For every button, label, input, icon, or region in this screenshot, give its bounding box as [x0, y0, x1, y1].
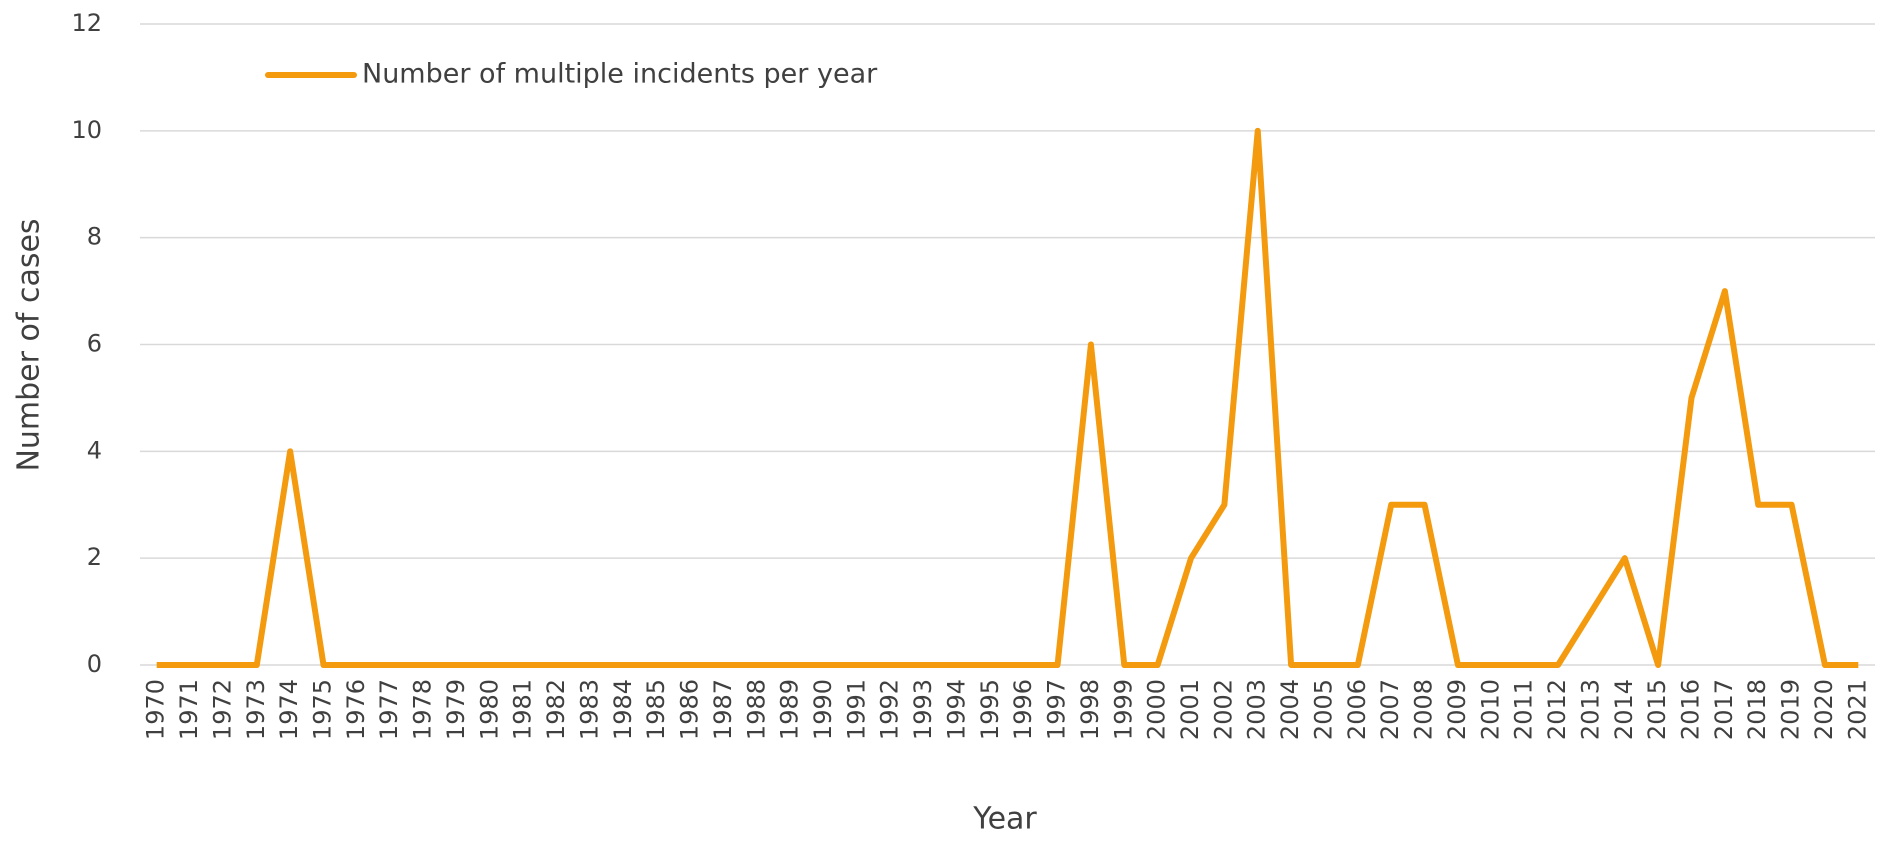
x-tick-label: 2021: [1843, 679, 1871, 740]
x-tick-label: 2018: [1743, 679, 1771, 740]
x-axis-title: Year: [972, 802, 1037, 837]
x-tick-label: 1986: [676, 679, 704, 740]
y-tick-label: 10: [71, 116, 102, 144]
y-tick-label: 12: [71, 9, 102, 37]
x-tick-label: 2014: [1610, 679, 1638, 740]
x-tick-label: 1990: [809, 679, 837, 740]
x-tick-label: 1987: [709, 679, 737, 740]
x-tick-label: 1981: [509, 679, 537, 740]
x-tick-label: 1995: [976, 679, 1004, 740]
y-axis-title: Number of cases: [12, 218, 47, 471]
x-tick-label: 1994: [942, 679, 970, 740]
x-tick-label: 2000: [1143, 679, 1171, 740]
x-tick-label: 2004: [1276, 679, 1304, 740]
x-tick-label: 1999: [1109, 679, 1137, 740]
x-tick-label: 2017: [1710, 679, 1738, 740]
x-tick-label: 1972: [208, 679, 236, 740]
x-tick-label: 1993: [909, 679, 937, 740]
data-line: [156, 127, 1859, 668]
x-tick-label: 1974: [275, 679, 303, 740]
x-tick-label: 1971: [175, 679, 203, 740]
x-tick-label: 2020: [1810, 679, 1838, 740]
x-tick-label: 1976: [342, 679, 370, 740]
x-tick-label: 1970: [142, 679, 170, 740]
x-tick-label: 2016: [1676, 679, 1704, 740]
x-tick-label: 1996: [1009, 679, 1037, 740]
y-tick-label: 4: [87, 436, 102, 464]
y-tick-label: 6: [87, 330, 102, 358]
x-tick-label: 1973: [242, 679, 270, 740]
x-tick-label: 2006: [1343, 679, 1371, 740]
x-tick-label: 1988: [742, 679, 770, 740]
y-tick-label: 0: [87, 650, 102, 678]
x-tick-label: 1975: [309, 679, 337, 740]
x-tick-label: 2015: [1643, 679, 1671, 740]
x-tick-label: 1985: [642, 679, 670, 740]
x-tick-label: 2013: [1576, 679, 1604, 740]
x-tick-label: 1998: [1076, 679, 1104, 740]
x-tick-label: 1983: [575, 679, 603, 740]
x-tick-label: 1979: [442, 679, 470, 740]
x-tick-label: 2011: [1510, 679, 1538, 740]
x-tick-label: 1992: [876, 679, 904, 740]
x-tick-label: 1982: [542, 679, 570, 740]
x-tick-label: 2009: [1443, 679, 1471, 740]
y-tick-label: 2: [87, 543, 102, 571]
legend-label: Number of multiple incidents per year: [362, 59, 878, 90]
x-tick-label: 1991: [842, 679, 870, 740]
x-tick-label: 2012: [1543, 679, 1571, 740]
x-tick-label: 2001: [1176, 679, 1204, 740]
x-tick-label: 2019: [1777, 679, 1805, 740]
x-tick-label: 1977: [375, 679, 403, 740]
x-tick-label: 2002: [1209, 679, 1237, 740]
y-tick-label: 8: [87, 223, 102, 251]
x-tick-label: 2007: [1376, 679, 1404, 740]
x-tick-label: 2010: [1476, 679, 1504, 740]
x-tick-label: 2008: [1410, 679, 1438, 740]
x-tick-label: 1984: [609, 679, 637, 740]
x-tick-label: 2005: [1309, 679, 1337, 740]
x-tick-label: 1978: [409, 679, 437, 740]
x-tick-label: 1980: [475, 679, 503, 740]
x-tick-label: 1989: [776, 679, 804, 740]
x-tick-label: 1997: [1043, 679, 1071, 740]
x-tick-label: 2003: [1243, 679, 1271, 740]
